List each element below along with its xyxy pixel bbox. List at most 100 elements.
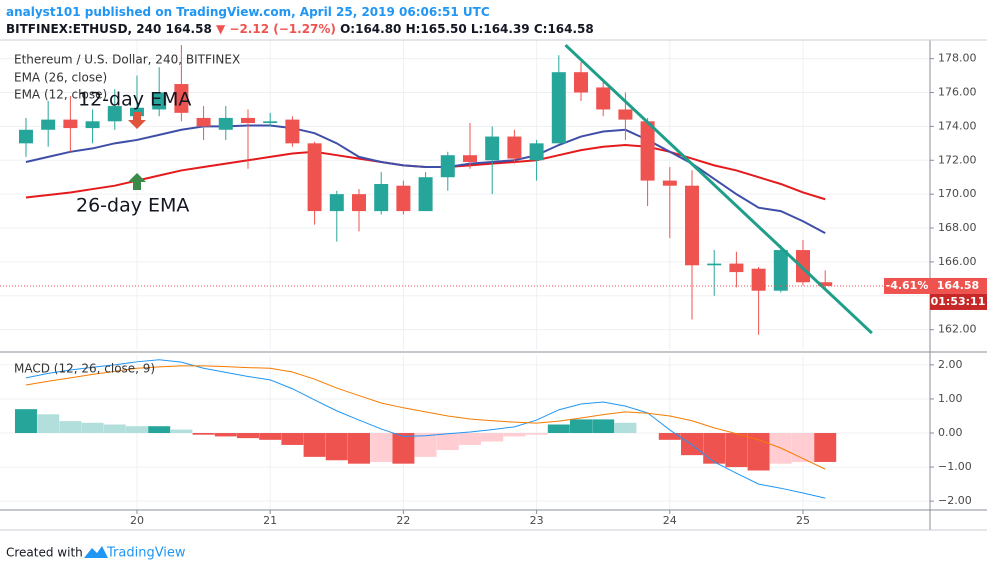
candle-body xyxy=(196,117,211,127)
x-tick-label: 20 xyxy=(130,514,144,527)
x-tick-label: 21 xyxy=(263,514,277,527)
candle-body xyxy=(329,194,344,212)
histogram-bar xyxy=(103,424,126,434)
y-tick-label: 170.00 xyxy=(938,187,977,200)
candle-body xyxy=(307,143,322,212)
pane-title: Ethereum / U.S. Dollar, 240, BITFINEX xyxy=(14,53,240,67)
histogram-bar xyxy=(436,433,459,451)
x-tick-label: 24 xyxy=(663,514,677,527)
histogram-bar xyxy=(525,433,548,435)
brand: TradingView xyxy=(106,546,186,561)
candle-body xyxy=(418,177,433,212)
histogram-bar xyxy=(503,433,526,437)
candle-body xyxy=(596,87,611,110)
y-tick-label: 2.00 xyxy=(938,358,963,371)
histogram-bar xyxy=(303,433,326,457)
candle-body xyxy=(240,117,255,124)
candle-body xyxy=(263,121,278,124)
candle-body xyxy=(218,117,233,130)
histogram-bar xyxy=(458,433,481,445)
legend-entry: EMA (12, close) xyxy=(14,88,107,102)
countdown-box xyxy=(930,293,987,310)
pane-title: MACD (12, 26, close, 9) xyxy=(14,362,155,376)
candle-body xyxy=(551,72,566,144)
histogram-bar xyxy=(658,433,681,440)
logo xyxy=(84,546,108,558)
histogram-bar xyxy=(214,433,237,437)
publish-text: analyst101 published on TradingView.com,… xyxy=(6,5,490,19)
candle-body xyxy=(396,185,411,212)
price-box xyxy=(930,277,987,294)
histogram-bar xyxy=(747,433,770,471)
histogram-bar xyxy=(814,433,837,462)
candle-body xyxy=(640,121,655,181)
y-tick-label: 162.00 xyxy=(938,323,977,336)
candle-body xyxy=(574,72,589,93)
histogram-bar xyxy=(236,433,259,439)
change-label: -4.61% xyxy=(886,279,929,292)
candle-body xyxy=(707,263,722,266)
trendline xyxy=(564,43,873,335)
histogram-bar xyxy=(125,426,148,434)
candle-body xyxy=(285,119,300,144)
y-tick-label: 1.00 xyxy=(938,392,963,405)
histogram-bar xyxy=(547,424,570,434)
last-price: 164.58 xyxy=(166,22,212,36)
candle-body xyxy=(462,155,477,162)
line-series xyxy=(25,365,826,470)
price-label: 164.58 xyxy=(937,279,979,292)
y-tick-label: 166.00 xyxy=(938,255,977,268)
footer: Created with TradingView xyxy=(6,546,186,561)
publish-line: analyst101 published on TradingView.com,… xyxy=(6,5,490,19)
histogram-bar xyxy=(59,421,82,434)
legend-entry: EMA (26, close) xyxy=(14,71,107,85)
histogram-bar xyxy=(725,433,748,468)
histogram-bar xyxy=(259,433,282,440)
y-tick-label: 176.00 xyxy=(938,86,977,99)
y-tick-label: 0.00 xyxy=(938,426,963,439)
y-tick-label: 178.00 xyxy=(938,52,977,65)
candle-body xyxy=(374,183,389,212)
y-tick-label: −1.00 xyxy=(938,460,972,473)
change-box xyxy=(884,277,930,294)
histogram-bar xyxy=(148,426,171,434)
candle-body xyxy=(507,136,522,159)
y-tick-label: −2.00 xyxy=(938,494,972,507)
histogram-bar xyxy=(703,433,726,464)
candle-body xyxy=(152,92,167,110)
annotation: 12-day EMA xyxy=(78,89,191,111)
arrow-down xyxy=(128,112,146,129)
histogram-bar xyxy=(14,409,37,434)
candle-body xyxy=(529,143,544,161)
candle-body xyxy=(351,194,366,212)
symbol: BITFINEX:ETHUSD, 240 xyxy=(6,22,161,36)
candle-body xyxy=(662,180,677,186)
candle-body xyxy=(18,129,33,144)
candle-body xyxy=(729,263,744,273)
histogram-bar xyxy=(325,433,348,461)
ohlc: O:164.80 H:165.50 L:164.39 C:164.58 xyxy=(340,22,594,36)
histogram-bar xyxy=(37,414,60,434)
histogram-bar xyxy=(592,419,615,434)
histogram-bar xyxy=(570,419,593,434)
histogram-bar xyxy=(347,433,370,464)
countdown-label: 01:53:11 xyxy=(931,295,986,308)
histogram-bar xyxy=(281,433,304,445)
arrow-up xyxy=(128,173,146,190)
histogram-bar xyxy=(681,433,704,456)
plot: 162.00164.00166.00168.00170.00172.00174.… xyxy=(0,40,977,527)
candle-body xyxy=(41,119,56,130)
candle-body xyxy=(818,282,833,286)
candle-body xyxy=(107,106,122,122)
histogram-bar xyxy=(370,433,393,462)
histogram-bar xyxy=(392,433,415,464)
candle-body xyxy=(440,155,455,178)
candle-body xyxy=(685,185,700,266)
change: ▼ −2.12 (−1.27%) xyxy=(216,22,336,36)
histogram-bar xyxy=(792,433,815,462)
annotation: 26-day EMA xyxy=(76,195,189,217)
line-series xyxy=(25,359,826,499)
x-tick-label: 22 xyxy=(396,514,410,527)
histogram-bar xyxy=(170,429,193,434)
